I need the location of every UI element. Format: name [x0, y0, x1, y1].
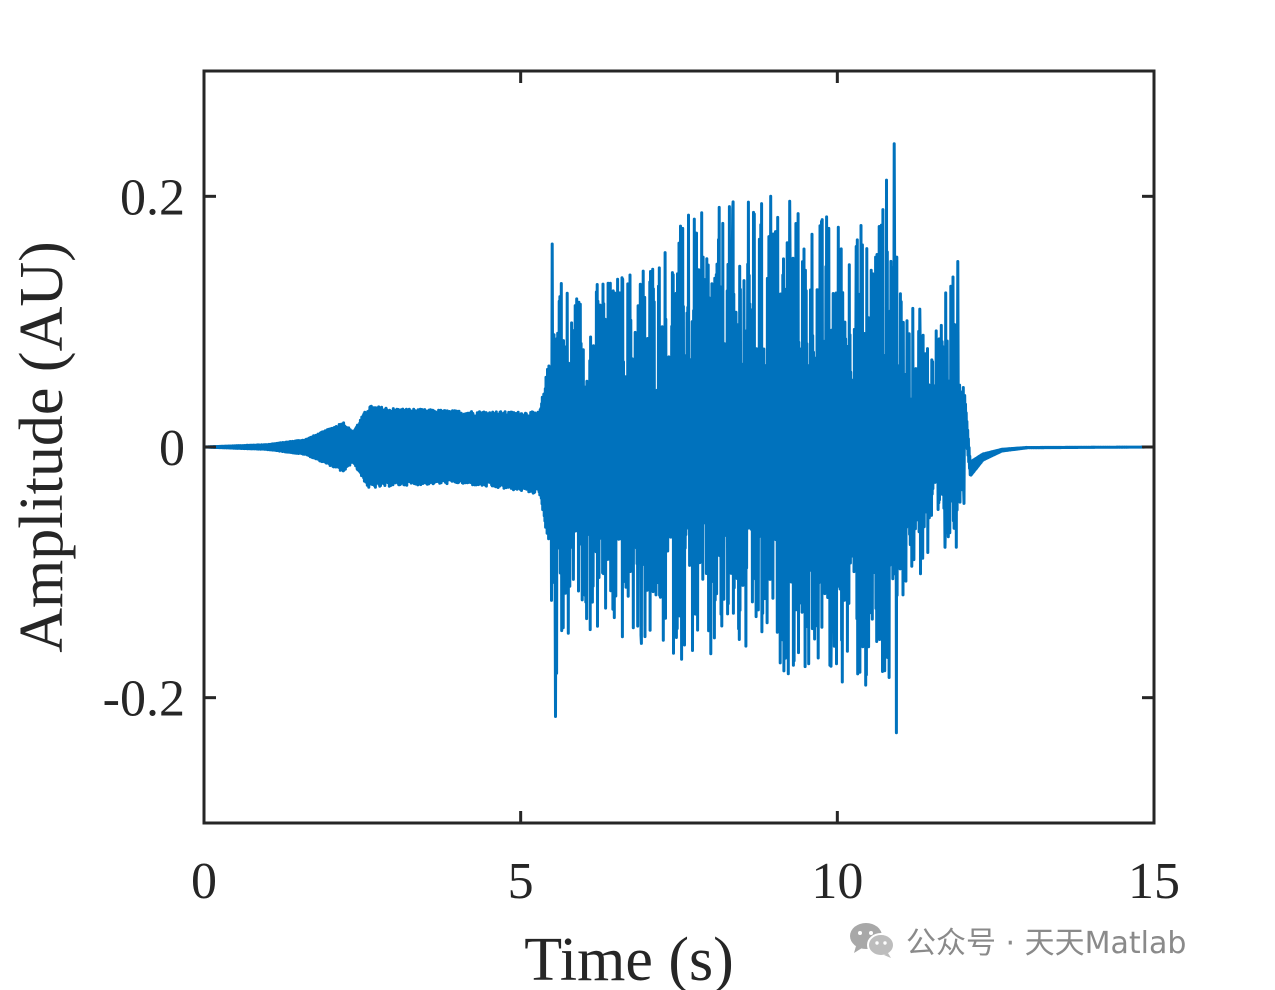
- ticks: [202, 71, 1156, 823]
- y-axis-title: Amplitude (AU): [8, 241, 76, 653]
- tick-labels: 0 5 10 15 -0.2 0 0.2: [103, 169, 1180, 910]
- x-tick-label: 0: [191, 853, 217, 910]
- signal-line: [202, 142, 1156, 735]
- y-tick-label: -0.2: [103, 671, 185, 728]
- x-tick-label: 15: [1128, 853, 1180, 910]
- x-axis-title: Time (s): [524, 926, 734, 990]
- y-tick-label: 0.2: [120, 169, 185, 226]
- watermark-text: 公众号 · 天天Matlab: [906, 926, 1187, 961]
- x-tick-label: 5: [508, 853, 534, 910]
- plot-area: [202, 142, 1156, 735]
- wechat-icon: [850, 923, 895, 958]
- x-tick-label: 10: [811, 853, 863, 910]
- watermark: 公众号 · 天天Matlab: [848, 918, 1186, 962]
- y-tick-label: 0: [159, 420, 185, 477]
